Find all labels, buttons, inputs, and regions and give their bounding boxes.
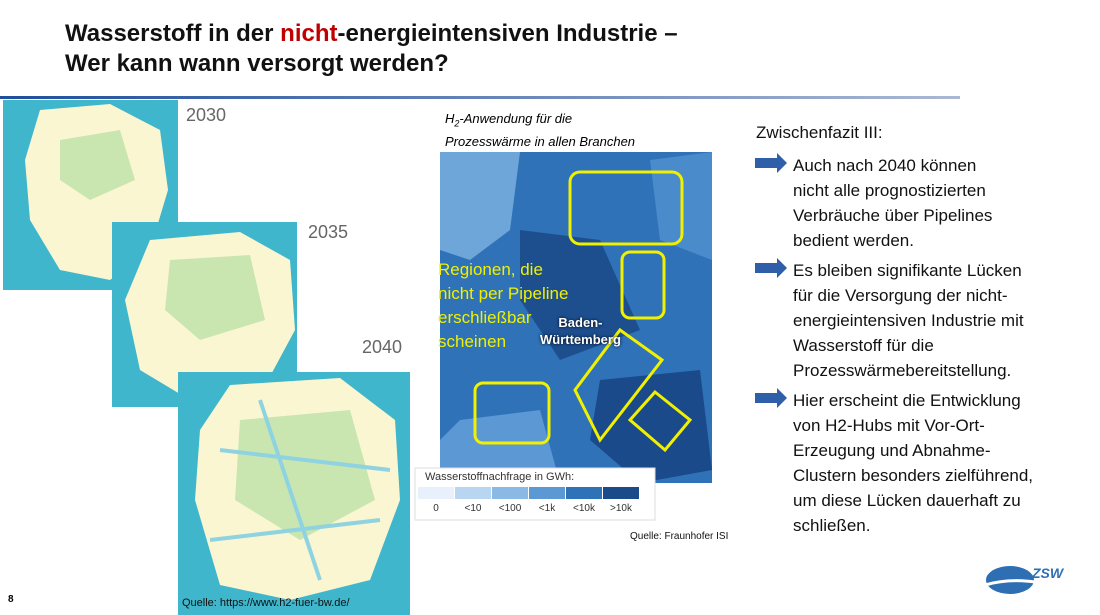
heatmap bbox=[414, 152, 712, 521]
title-text: Wasserstoff in der bbox=[65, 20, 281, 47]
text-line: Erzeugung und Abnahme- bbox=[793, 441, 991, 460]
heatmap-caption: H2-Anwendung für die Prozesswärme in alle… bbox=[445, 110, 635, 150]
map-source: Quelle: https://www.h2-fuer-bw.de/ bbox=[182, 597, 350, 609]
text-line: erschließbar bbox=[438, 308, 532, 327]
text-line: um diese Lücken dauerhaft zu bbox=[793, 491, 1021, 510]
year-label: 2030 bbox=[186, 105, 227, 125]
year-label: 2035 bbox=[308, 222, 349, 242]
caption-text: Prozesswärme in allen Branchen bbox=[445, 133, 636, 149]
title-text: -energieintensiven Industrie – bbox=[337, 20, 678, 47]
text-line: Wasserstoff für die bbox=[793, 336, 934, 355]
text-line: Verbräuche über Pipelines bbox=[793, 206, 993, 225]
title-highlight: nicht bbox=[280, 20, 338, 47]
map-2040 bbox=[178, 372, 410, 615]
text-line: Prozesswärmebereitstellung. bbox=[793, 361, 1012, 380]
title-line-2: Wer kann wann versorgt werden? bbox=[65, 50, 449, 77]
year-label: 2040 bbox=[362, 337, 403, 357]
text-line: nicht alle prognostizierten bbox=[793, 181, 986, 200]
logo-mark bbox=[984, 566, 1061, 594]
logo-text: ZSW bbox=[1032, 565, 1064, 581]
legend-swatches bbox=[418, 487, 639, 499]
legend-label: <1k bbox=[538, 503, 556, 514]
text-line: nicht per Pipeline bbox=[438, 284, 569, 303]
page-number: 8 bbox=[8, 594, 14, 605]
legend-label: 0 bbox=[433, 503, 439, 514]
map-2030 bbox=[3, 100, 178, 290]
title-line-1: Wasserstoff in der nicht-energieintensiv… bbox=[65, 20, 678, 48]
text-line: Württemberg bbox=[540, 332, 621, 347]
text-line: Auch nach 2040 können bbox=[793, 156, 977, 175]
summary-heading: Zwischenfazit III: bbox=[756, 123, 883, 142]
text-line: bedient werden. bbox=[793, 231, 914, 250]
bullet: Hier erscheint die Entwicklung von H2-Hub… bbox=[793, 388, 1033, 538]
caption-sub: 2 bbox=[454, 118, 460, 129]
text-line: Es bleiben signifikante Lücken bbox=[793, 261, 1022, 280]
text-line: für die Versorgung der nicht- bbox=[793, 286, 1008, 305]
text-line: Clustern besonders zielführend, bbox=[793, 466, 1034, 485]
legend-label: <100 bbox=[498, 503, 522, 514]
text-line: Regionen, die bbox=[438, 260, 543, 279]
bullet: Es bleiben signifikante Lücken für die Ve… bbox=[793, 258, 1024, 383]
caption-text: -Anwendung für die bbox=[459, 111, 573, 126]
text-line: scheinen bbox=[438, 332, 507, 351]
caption-text: H bbox=[445, 111, 455, 126]
text-line: Baden- bbox=[558, 315, 603, 330]
bullet: Auch nach 2040 können nicht alle prognost… bbox=[793, 153, 992, 253]
legend-label: >10k bbox=[610, 503, 632, 514]
text-line: schließen. bbox=[793, 516, 871, 535]
legend-label: <10k bbox=[573, 503, 595, 514]
annotation: Regionen, die nicht per Pipeline erschließ… bbox=[438, 258, 568, 354]
title-underline bbox=[0, 96, 960, 99]
region-label: Baden- Württemberg bbox=[540, 314, 621, 348]
text-line: energieintensiven Industrie mit bbox=[793, 311, 1024, 330]
legend-label: <10 bbox=[464, 503, 482, 514]
bullet-arrows bbox=[755, 153, 787, 408]
text-line: Hier erscheint die Entwicklung bbox=[793, 391, 1021, 410]
heatmap-source: Quelle: Fraunhofer ISI bbox=[630, 531, 729, 542]
text-line: von H2-Hubs mit Vor-Ort- bbox=[793, 416, 985, 435]
legend-title: Wasserstoffnachfrage in GWh: bbox=[425, 471, 575, 483]
